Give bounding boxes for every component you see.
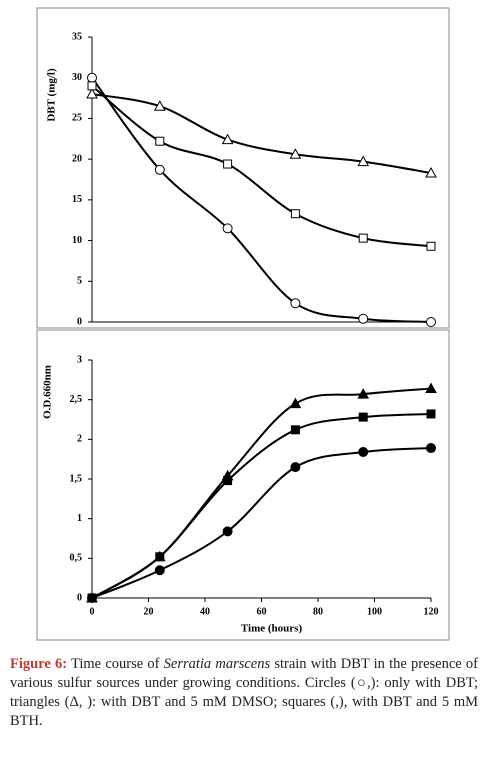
x-axis-label: Time (hours) xyxy=(241,623,303,635)
y-tick-label: 10 xyxy=(72,235,82,246)
y-tick-label: 3 xyxy=(77,354,82,365)
y-tick-label: 30 xyxy=(72,72,82,83)
marker xyxy=(222,223,233,234)
y-tick-label: 5 xyxy=(77,276,82,287)
panel-frame xyxy=(36,7,450,329)
series-line xyxy=(91,447,432,599)
y-tick-label: 0,5 xyxy=(70,553,83,564)
marker xyxy=(426,241,436,251)
marker xyxy=(358,447,369,458)
y-tick-label: 15 xyxy=(72,194,82,205)
marker xyxy=(426,317,436,327)
panel-frame xyxy=(36,329,450,641)
x-tick-label: 20 xyxy=(144,606,154,617)
y-tick-label: 0 xyxy=(77,592,82,603)
x-tick-label: 120 xyxy=(424,606,439,617)
y-tick-label: 35 xyxy=(72,31,82,42)
caption-text: Time course of xyxy=(71,656,160,672)
marker xyxy=(223,476,233,486)
y-tick-label: 1 xyxy=(77,513,82,524)
x-tick-label: 100 xyxy=(367,606,382,617)
marker xyxy=(357,155,370,167)
marker xyxy=(155,136,165,146)
y-tick-label: 2 xyxy=(77,434,82,445)
marker xyxy=(426,409,436,419)
marker xyxy=(154,164,165,175)
x-tick-label: 60 xyxy=(257,606,267,617)
marker xyxy=(153,100,166,111)
marker xyxy=(358,233,368,243)
marker xyxy=(86,87,98,99)
y-tick-label: 0 xyxy=(77,316,82,327)
y-axis-label: DBT (mg/l) xyxy=(46,68,58,122)
series-line xyxy=(91,93,432,174)
marker xyxy=(87,72,97,83)
y-tick-label: 25 xyxy=(72,113,82,124)
caption-species: Serratia marscens xyxy=(163,656,271,672)
marker xyxy=(290,462,301,473)
marker xyxy=(154,565,165,576)
y-tick-label: 2,5 xyxy=(70,394,83,405)
marker xyxy=(358,412,368,422)
y-axis-label: O.D.660nm xyxy=(42,365,54,419)
marker xyxy=(290,209,300,219)
marker xyxy=(290,425,300,435)
marker xyxy=(426,443,436,454)
marker xyxy=(155,552,165,562)
marker xyxy=(87,81,97,91)
x-tick-label: 80 xyxy=(313,606,323,617)
marker xyxy=(357,388,370,399)
marker xyxy=(425,166,437,178)
marker xyxy=(223,159,233,169)
marker xyxy=(425,382,437,394)
marker xyxy=(358,313,369,324)
x-tick-label: 40 xyxy=(200,606,210,617)
series-line xyxy=(91,387,432,599)
marker xyxy=(289,397,302,409)
y-tick-label: 1,5 xyxy=(70,473,83,484)
marker xyxy=(222,526,233,537)
y-tick-label: 20 xyxy=(72,153,82,164)
caption: Figure 6: Time course of Serratia marsce… xyxy=(10,655,478,731)
marker xyxy=(87,593,97,603)
marker xyxy=(289,148,302,159)
x-tick-label: 0 xyxy=(90,606,95,617)
caption-label: Figure 6: xyxy=(10,656,68,672)
series-line xyxy=(91,77,432,323)
caption-text: strain with DBT in the presence of vario… xyxy=(10,656,479,729)
marker xyxy=(221,133,234,145)
series-line xyxy=(91,85,432,248)
marker xyxy=(290,298,301,309)
series-line xyxy=(91,412,432,599)
